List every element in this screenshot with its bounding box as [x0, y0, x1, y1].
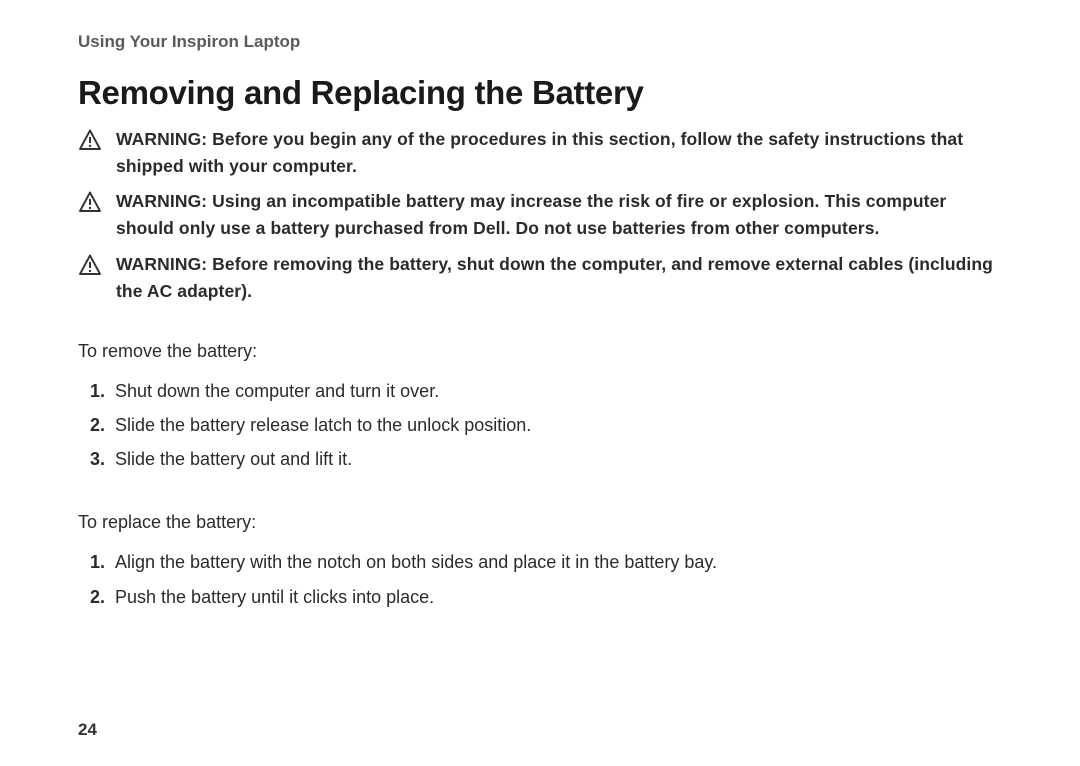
warning-text: WARNING: Using an incompatible battery m…: [116, 188, 1002, 242]
warning-text: WARNING: Before removing the battery, sh…: [116, 251, 1002, 305]
replace-intro: To replace the battery:: [78, 512, 1002, 533]
step: 3. Slide the battery out and lift it.: [90, 442, 1002, 476]
replace-steps: 1. Align the battery with the notch on b…: [90, 545, 1002, 613]
section-header: Using Your Inspiron Laptop: [78, 32, 1002, 52]
page-number: 24: [78, 720, 97, 740]
step-number: 1.: [90, 545, 112, 579]
step: 2. Slide the battery release latch to th…: [90, 408, 1002, 442]
step-text: Slide the battery out and lift it.: [115, 442, 352, 476]
step-text: Push the battery until it clicks into pl…: [115, 580, 434, 614]
warning-icon: [78, 128, 102, 152]
step-text: Align the battery with the notch on both…: [115, 545, 717, 579]
warning-1: WARNING: Before you begin any of the pro…: [78, 126, 1002, 180]
step-number: 1.: [90, 374, 112, 408]
remove-intro: To remove the battery:: [78, 341, 1002, 362]
remove-steps: 1. Shut down the computer and turn it ov…: [90, 374, 1002, 477]
warning-3: WARNING: Before removing the battery, sh…: [78, 251, 1002, 305]
warning-2: WARNING: Using an incompatible battery m…: [78, 188, 1002, 242]
step-number: 2.: [90, 408, 112, 442]
warning-icon: [78, 190, 102, 214]
step: 2. Push the battery until it clicks into…: [90, 580, 1002, 614]
step-text: Shut down the computer and turn it over.: [115, 374, 439, 408]
page-title: Removing and Replacing the Battery: [78, 74, 1002, 112]
step-number: 3.: [90, 442, 112, 476]
step: 1. Shut down the computer and turn it ov…: [90, 374, 1002, 408]
warning-text: WARNING: Before you begin any of the pro…: [116, 126, 1002, 180]
step: 1. Align the battery with the notch on b…: [90, 545, 1002, 579]
warning-icon: [78, 253, 102, 277]
document-page: Using Your Inspiron Laptop Removing and …: [0, 0, 1080, 766]
step-number: 2.: [90, 580, 112, 614]
step-text: Slide the battery release latch to the u…: [115, 408, 531, 442]
